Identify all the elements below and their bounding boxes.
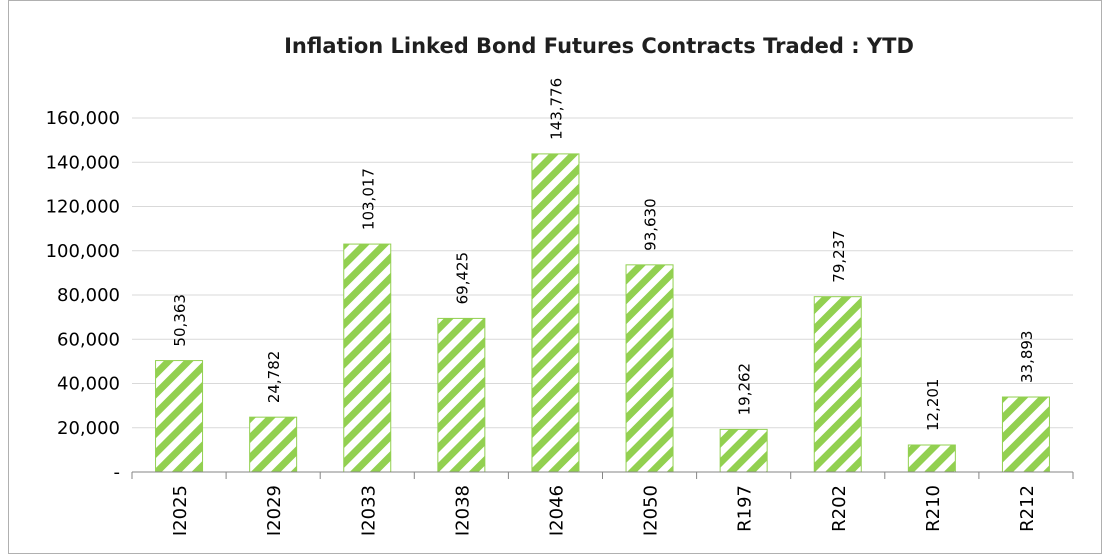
bar-i2046	[531, 153, 580, 473]
data-labels: 50,363 24,782 103,017 69,425 143,776 93,630 19…	[171, 78, 1036, 431]
data-label: 93,630	[642, 198, 660, 251]
chart-frame: Inflation Linked Bond Futures Contracts …	[8, 0, 1102, 554]
data-label: 24,782	[265, 351, 283, 404]
y-tick-label: 80,000	[57, 285, 120, 306]
data-label: 79,237	[830, 230, 848, 283]
x-tick-label: R197	[735, 485, 756, 532]
data-label: 143,776	[547, 78, 565, 140]
x-tick-label: I2033	[358, 485, 379, 536]
bar-i2038	[437, 317, 486, 473]
bar-i2033	[343, 243, 392, 473]
gridlines	[132, 117, 1073, 429]
y-tick-label: -	[114, 462, 121, 483]
y-tick-label: 160,000	[46, 108, 120, 129]
y-axis-ticks: - 20,000 40,000 60,000 80,000 100,000 120,000 1…	[46, 108, 120, 483]
bars	[155, 153, 1050, 473]
bar-r197	[719, 428, 768, 473]
x-tick-label: R212	[1017, 485, 1038, 532]
x-tick-label: I2050	[641, 485, 662, 536]
data-label: 12,201	[924, 379, 942, 432]
x-tick-label: I2025	[170, 485, 191, 536]
x-tick-label: I2029	[264, 485, 285, 536]
y-tick-label: 60,000	[57, 329, 120, 350]
bar-i2029	[249, 416, 298, 473]
bar-i2025	[155, 360, 204, 473]
data-label: 19,262	[736, 363, 754, 416]
y-tick-label: 40,000	[57, 374, 120, 395]
bar-r212	[1001, 396, 1050, 473]
data-label: 69,425	[453, 252, 471, 305]
x-tick-label: I2038	[452, 485, 473, 536]
y-tick-label: 120,000	[46, 197, 120, 218]
y-tick-label: 100,000	[46, 241, 120, 262]
x-tick-label: R202	[829, 485, 850, 532]
x-tick-label: R210	[923, 485, 944, 532]
y-tick-label: 20,000	[57, 418, 120, 439]
x-tick-label: I2046	[546, 485, 567, 536]
x-axis	[131, 471, 1074, 479]
bar-chart: Inflation Linked Bond Futures Contracts …	[46, 34, 1074, 536]
chart-title: Inflation Linked Bond Futures Contracts …	[284, 34, 914, 58]
bar-r210	[907, 444, 956, 473]
data-label: 33,893	[1018, 331, 1036, 384]
data-label: 50,363	[171, 294, 189, 347]
bar-i2050	[625, 264, 674, 473]
x-axis-ticks: I2025 I2029 I2033 I2038 I2046 I2050 R197 R202 R2…	[170, 485, 1038, 536]
data-label: 103,017	[359, 168, 377, 230]
bar-r202	[813, 296, 862, 473]
y-tick-label: 140,000	[46, 152, 120, 173]
